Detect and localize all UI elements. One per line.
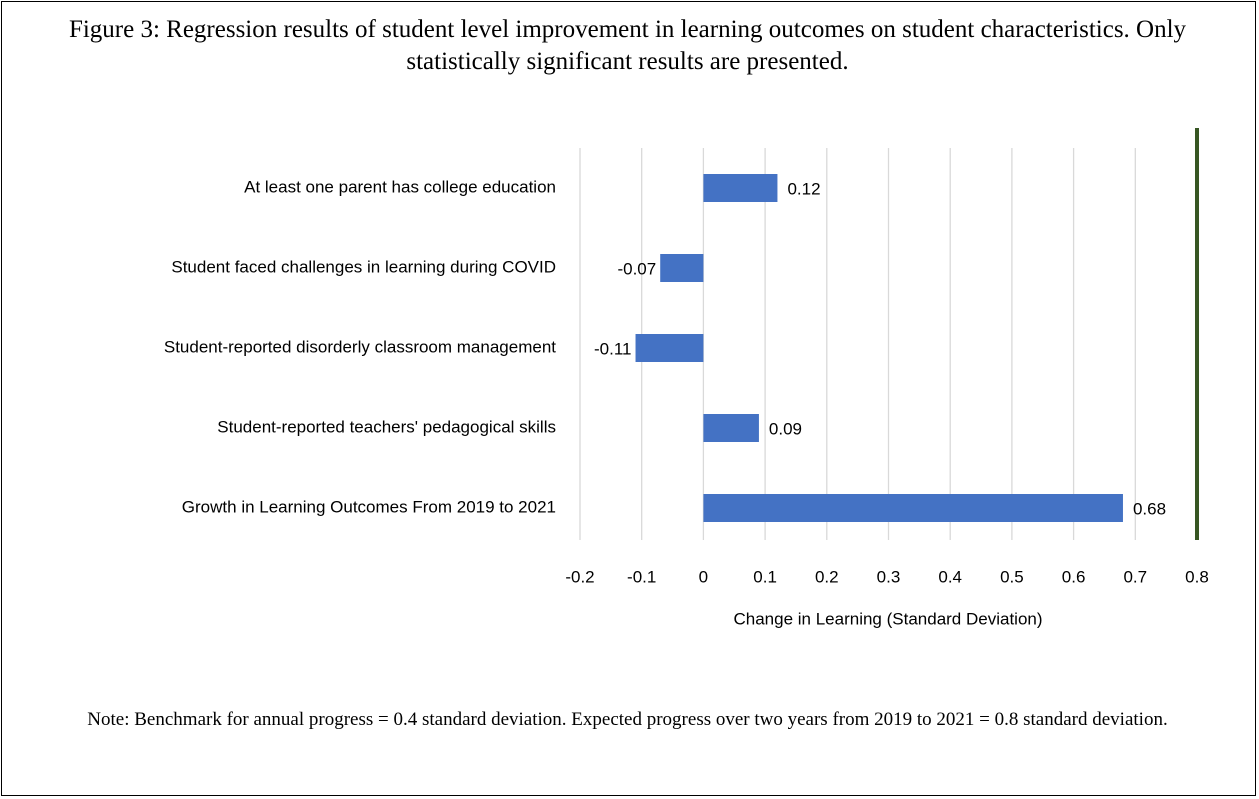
y-tick-label: Student-reported disorderly classroom ma… bbox=[164, 337, 556, 356]
bar bbox=[660, 254, 704, 282]
x-tick-label: 0.2 bbox=[815, 567, 839, 586]
x-tick-label: 0.6 bbox=[1062, 567, 1086, 586]
x-tick-label: -0.1 bbox=[627, 567, 656, 586]
y-tick-label: At least one parent has college educatio… bbox=[244, 177, 556, 196]
bar bbox=[703, 414, 759, 442]
x-axis-label: Change in Learning (Standard Deviation) bbox=[733, 609, 1042, 628]
y-tick-label: Student-reported teachers' pedagogical s… bbox=[217, 417, 556, 436]
x-tick-label: 0.3 bbox=[877, 567, 901, 586]
x-tick-label: 0.5 bbox=[1000, 567, 1024, 586]
bar bbox=[703, 494, 1123, 522]
data-label: 0.12 bbox=[787, 179, 820, 198]
data-label: -0.11 bbox=[594, 339, 632, 358]
x-tick-label: -0.2 bbox=[565, 567, 594, 586]
bar bbox=[703, 174, 778, 202]
data-label: 0.68 bbox=[1133, 499, 1166, 518]
data-label: -0.07 bbox=[617, 259, 656, 278]
chart: Change in Learning (Standard Deviation) … bbox=[164, 128, 1209, 628]
note: Note: Benchmark for annual progress = 0.… bbox=[87, 709, 1168, 730]
x-tick-label: 0.1 bbox=[753, 567, 777, 586]
y-tick-label: Student faced challenges in learning dur… bbox=[171, 257, 556, 276]
x-tick-label: 0.4 bbox=[938, 567, 962, 586]
chart-title: Figure 3: Regression results of student … bbox=[68, 16, 1187, 75]
bar bbox=[635, 334, 704, 362]
x-tick-label: 0.7 bbox=[1123, 567, 1147, 586]
data-label: 0.09 bbox=[769, 419, 802, 438]
x-tick-label: 0 bbox=[699, 567, 708, 586]
x-tick-label: 0.8 bbox=[1185, 567, 1209, 586]
y-tick-label: Growth in Learning Outcomes From 2019 to… bbox=[182, 497, 556, 516]
